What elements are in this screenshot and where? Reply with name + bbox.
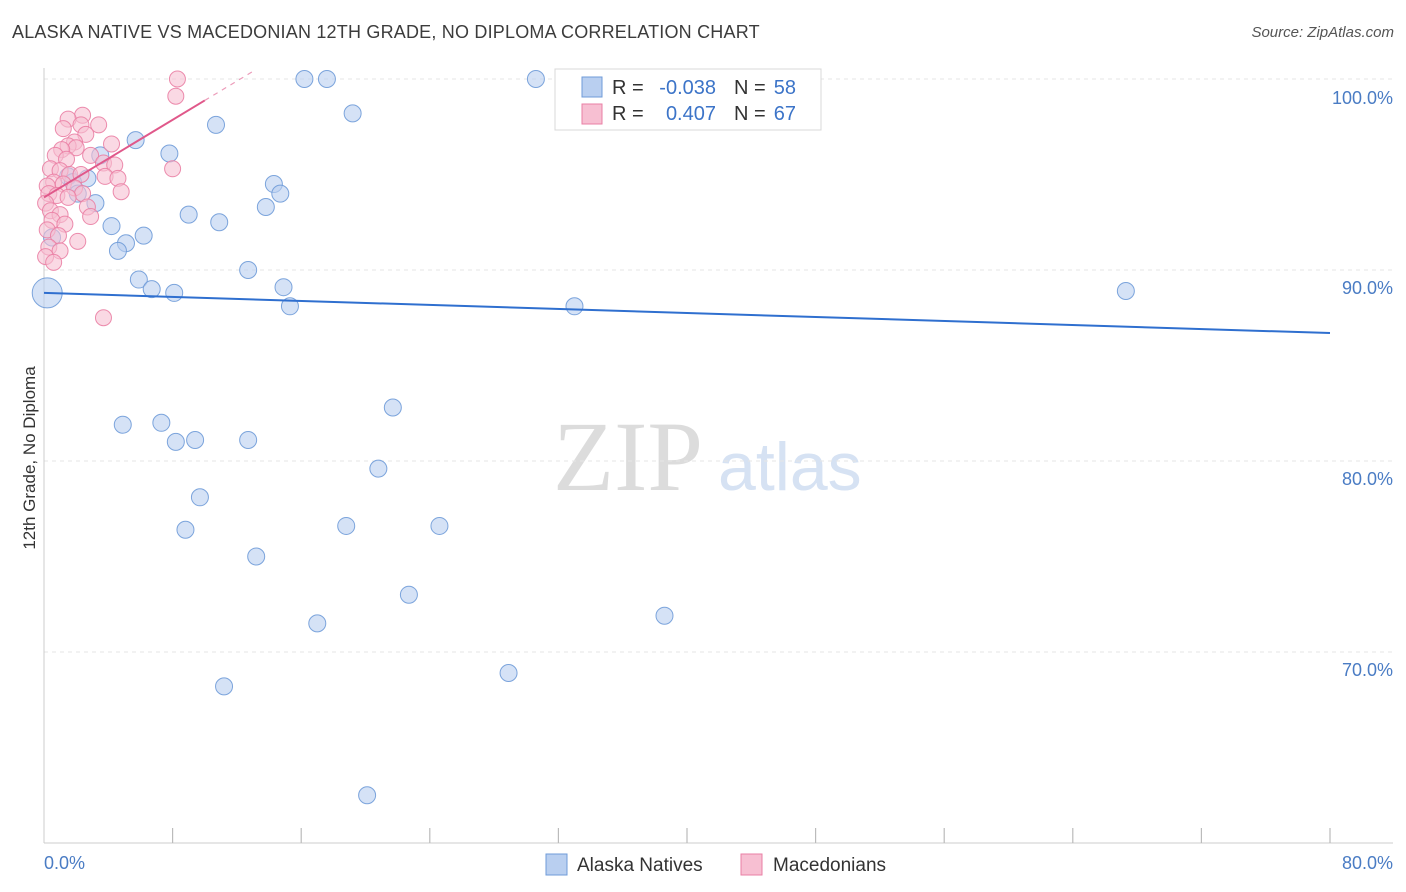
alaska-point-21 (134, 226, 153, 245)
trendline-macedonian (43, 99, 206, 199)
alaska-point-25 (239, 261, 258, 279)
alaska-point-29 (165, 283, 184, 302)
legend-swatch-pink (581, 103, 603, 125)
macedonian-point-48 (94, 309, 112, 327)
alaska-point-51 (358, 786, 377, 805)
alaska-point-48 (308, 614, 327, 633)
alaska-point-43 (337, 516, 356, 535)
alaska-point-8 (160, 144, 179, 163)
alaska-point-49 (499, 664, 518, 683)
macedonian-point-6 (54, 120, 72, 138)
macedonian-point-32 (59, 188, 77, 206)
alaska-point-5 (343, 104, 362, 123)
legend-r-value-2: 0.407 (666, 103, 716, 125)
alaska-point-32 (565, 297, 584, 316)
legend-r-label-2: R = (612, 103, 644, 125)
legend-n-value-2: 67 (774, 103, 796, 125)
trendline-macedonian-extension (204, 70, 254, 101)
alaska-point-34 (383, 398, 402, 417)
trendlines (43, 70, 1331, 335)
bottom-legend-swatch-alaska (545, 853, 568, 876)
alaska-point-45 (247, 547, 266, 566)
alaska-point-0 (295, 70, 314, 88)
legend-swatch-blue (581, 76, 603, 98)
macedonian-point-0 (168, 70, 186, 88)
y-tick-label-0: 100.0% (1332, 88, 1393, 108)
macedonian-point-46 (45, 253, 63, 271)
stats-legend: R = -0.038 N = 58 R = 0.407 N = 67 (554, 68, 822, 131)
macedonian-point-14 (82, 146, 100, 164)
source-label: Source: ZipAtlas.com (1251, 24, 1394, 41)
alaska-point-44 (430, 516, 449, 535)
legend-n-label-1: N = (734, 77, 766, 99)
alaska-point-27 (274, 278, 293, 297)
alaska-point-28 (142, 280, 161, 299)
alaska-point-20 (102, 217, 121, 236)
bottom-legend-label-macedonian: Macedonians (773, 855, 886, 876)
y-tick-labels: 100.0% 90.0% 80.0% 70.0% (1332, 88, 1393, 680)
macedonian-point-30 (112, 183, 130, 201)
alaska-point-33 (1116, 282, 1135, 301)
alaska-point-40 (369, 459, 388, 478)
alaska-point-50 (215, 677, 234, 696)
x-tick-right: 80.0% (1342, 853, 1393, 873)
alaska-point-35 (113, 415, 132, 434)
y-tick-label-3: 70.0% (1342, 660, 1393, 680)
watermark-zip: ZIP (553, 401, 703, 512)
chart-title: ALASKA NATIVE VS MACEDONIAN 12TH GRADE, … (12, 22, 760, 42)
macedonian-point-1 (167, 87, 185, 105)
alaska-point-39 (239, 430, 258, 449)
y-tick-label-2: 80.0% (1342, 469, 1393, 489)
alaska-point-6 (207, 115, 226, 134)
legend-n-label-2: N = (734, 103, 766, 125)
macedonian-point-42 (69, 232, 87, 250)
macedonian-point-10 (103, 135, 121, 153)
watermark-atlas: atlas (718, 429, 862, 505)
alaska-point-18 (179, 205, 198, 224)
alaska-point-41 (190, 488, 209, 507)
bottom-legend-label-alaska: Alaska Natives (577, 855, 703, 876)
bottom-legend-swatch-macedonian (740, 853, 763, 876)
x-tick-left: 0.0% (44, 853, 85, 873)
macedonian-point-37 (82, 208, 100, 226)
macedonian-point-5 (90, 116, 108, 134)
alaska-point-36 (152, 413, 171, 432)
alaska-point-24 (108, 241, 127, 260)
y-tick-label-1: 90.0% (1342, 278, 1393, 298)
alaska-point-47 (655, 606, 674, 625)
trendline-alaska (43, 291, 1331, 335)
legend-r-value-1: -0.038 (659, 77, 716, 99)
alaska-point-14 (271, 184, 290, 203)
alaska-point-26 (129, 270, 148, 289)
legend-n-value-1: 58 (774, 77, 796, 99)
alaska-point-37 (166, 432, 185, 451)
macedonian-point-47 (164, 160, 182, 178)
legend-r-label-1: R = (612, 77, 644, 99)
alaska-point-2 (526, 70, 545, 88)
alaska-point-46 (399, 585, 418, 604)
alaska-point-19 (210, 213, 229, 232)
alaska-point-38 (186, 430, 205, 449)
alaska-point-42 (176, 520, 195, 539)
alaska-point-17 (256, 197, 275, 216)
gridlines (44, 78, 1393, 653)
series-legend: Alaska Natives Macedonians (545, 853, 886, 876)
alaska-point-1 (317, 70, 336, 88)
y-axis-label: 12th Grade, No Diploma (20, 366, 39, 550)
alaska-point-31 (280, 297, 299, 316)
